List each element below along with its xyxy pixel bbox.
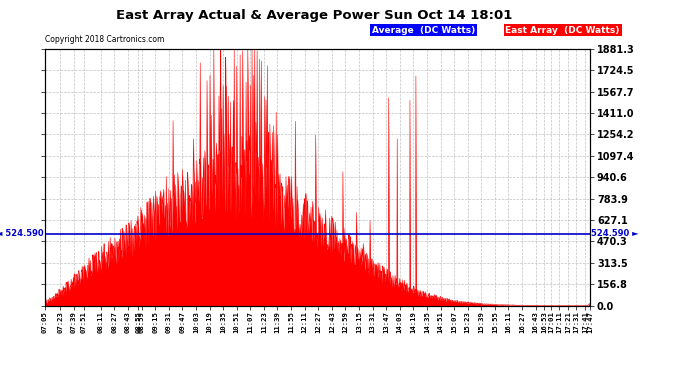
Text: Copyright 2018 Cartronics.com: Copyright 2018 Cartronics.com bbox=[45, 34, 164, 44]
Text: East Array  (DC Watts): East Array (DC Watts) bbox=[506, 26, 620, 34]
Text: ◄ 524.590: ◄ 524.590 bbox=[0, 230, 43, 238]
Text: 524.590 ►: 524.590 ► bbox=[591, 230, 639, 238]
Text: East Array Actual & Average Power Sun Oct 14 18:01: East Array Actual & Average Power Sun Oc… bbox=[116, 9, 512, 22]
Text: Average  (DC Watts): Average (DC Watts) bbox=[372, 26, 475, 34]
